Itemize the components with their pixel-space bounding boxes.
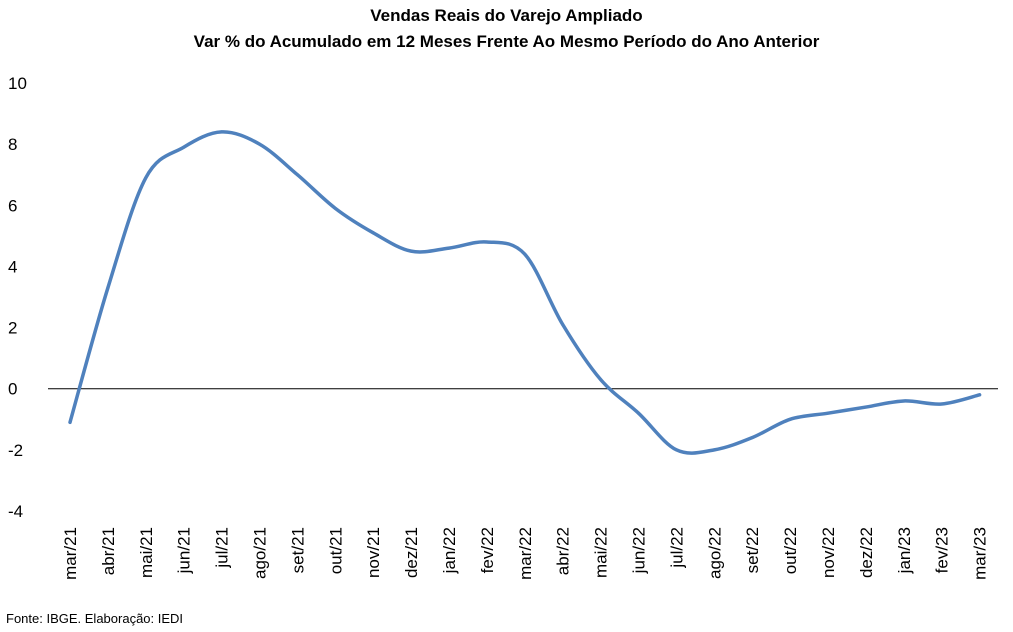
chart-subtitle: Var % do Acumulado em 12 Meses Frente Ao… bbox=[193, 32, 820, 51]
data-point-ago-22 bbox=[712, 448, 716, 452]
data-point-jul-21 bbox=[220, 130, 224, 134]
x-tick-label: ago/22 bbox=[705, 527, 724, 579]
x-tick-label: set/22 bbox=[743, 527, 762, 573]
data-point-mar-21 bbox=[68, 420, 72, 424]
data-point-jun-22 bbox=[637, 411, 640, 415]
x-tick-label: mar/21 bbox=[61, 527, 80, 580]
x-tick-label: jan/23 bbox=[895, 527, 914, 574]
data-point-jan-23 bbox=[902, 399, 906, 403]
x-tick-label: nov/21 bbox=[364, 527, 383, 578]
data-point-abr-22 bbox=[561, 323, 565, 327]
data-point-nov-21 bbox=[371, 231, 375, 235]
y-tick-label: -2 bbox=[8, 441, 23, 460]
data-point-jul-22 bbox=[674, 448, 678, 452]
series-points bbox=[68, 130, 982, 452]
data-point-mar-22 bbox=[523, 252, 527, 256]
data-point-out-22 bbox=[788, 417, 792, 421]
data-point-dez-21 bbox=[409, 249, 413, 253]
y-tick-label: 0 bbox=[8, 380, 17, 399]
source-note: Fonte: IBGE. Elaboração: IEDI bbox=[6, 611, 184, 626]
y-tick-label: 4 bbox=[8, 257, 17, 276]
data-point-dez-22 bbox=[864, 405, 868, 409]
series-line bbox=[68, 130, 982, 455]
data-point-fev-22 bbox=[485, 240, 489, 244]
data-point-mai-22 bbox=[599, 378, 603, 382]
x-tick-label: mai/22 bbox=[592, 527, 611, 578]
data-point-jan-22 bbox=[447, 246, 451, 250]
data-point-set-21 bbox=[295, 173, 299, 177]
data-point-mar-23 bbox=[978, 393, 982, 397]
x-tick-label: out/21 bbox=[326, 527, 345, 574]
x-axis-ticks: mar/21 abr/21 mai/21 jun/21 jul/21 ago/21 set/… bbox=[61, 527, 990, 580]
data-point-jun-21 bbox=[182, 145, 186, 149]
x-tick-label: out/22 bbox=[781, 527, 800, 574]
x-tick-label: mai/21 bbox=[137, 527, 156, 578]
y-tick-label: 6 bbox=[8, 196, 17, 215]
y-tick-label: -4 bbox=[8, 502, 23, 521]
x-tick-label: dez/22 bbox=[857, 527, 876, 578]
x-tick-label: mar/22 bbox=[516, 527, 535, 580]
data-point-fev-23 bbox=[940, 402, 944, 406]
data-point-mai-21 bbox=[144, 176, 148, 180]
x-tick-label: set/21 bbox=[288, 527, 307, 573]
x-tick-label: jan/22 bbox=[440, 527, 459, 574]
data-point-nov-22 bbox=[826, 411, 830, 415]
y-tick-label: 2 bbox=[8, 319, 17, 338]
chart-title: Vendas Reais do Varejo Ampliado bbox=[370, 6, 643, 25]
x-tick-label: jun/22 bbox=[630, 527, 649, 574]
x-tick-label: dez/21 bbox=[402, 527, 421, 578]
x-tick-label: nov/22 bbox=[819, 527, 838, 578]
x-tick-label: jun/21 bbox=[175, 527, 194, 574]
data-point-ago-21 bbox=[258, 142, 261, 146]
data-point-abr-21 bbox=[106, 286, 110, 290]
data-point-out-21 bbox=[333, 206, 337, 210]
y-tick-label: 8 bbox=[8, 135, 17, 154]
x-tick-label: jul/22 bbox=[667, 527, 686, 569]
y-tick-label: 10 bbox=[8, 74, 27, 93]
x-tick-label: fev/23 bbox=[933, 527, 952, 573]
x-tick-label: ago/21 bbox=[251, 527, 270, 579]
x-tick-label: fev/22 bbox=[478, 527, 497, 573]
x-tick-label: jul/21 bbox=[213, 527, 232, 569]
x-tick-label: mar/23 bbox=[971, 527, 990, 580]
x-tick-label: abr/22 bbox=[554, 527, 573, 575]
y-axis-ticks: 10 8 6 4 2 0 -2 -4 bbox=[8, 74, 27, 521]
x-tick-label: abr/21 bbox=[99, 527, 118, 575]
data-point-set-22 bbox=[750, 436, 754, 440]
